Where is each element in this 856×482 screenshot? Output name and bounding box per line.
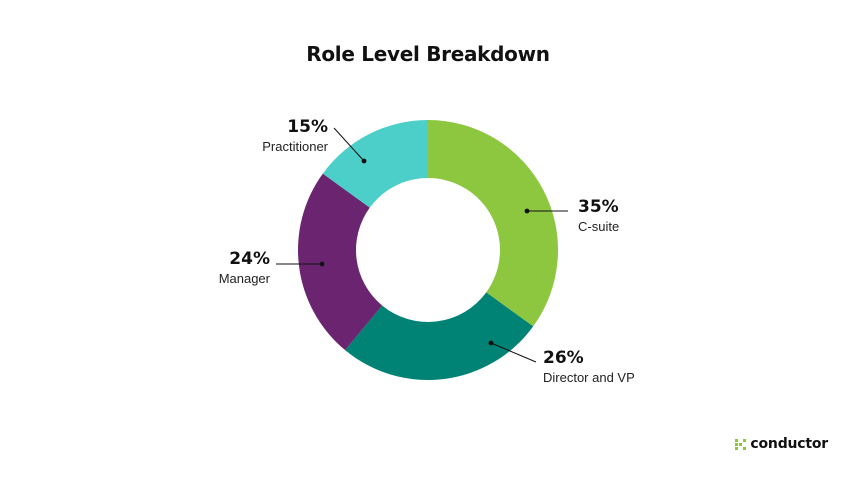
value-label-c-suite: 35% (578, 197, 619, 217)
value-label-director-and-vp: 26% (543, 348, 584, 368)
slice-manager (298, 173, 383, 351)
category-label-manager: Manager (219, 271, 271, 286)
leader-line-practitioner (333, 127, 365, 162)
slice-director-and-vp (345, 292, 534, 380)
logo-text: conductor (750, 436, 828, 452)
category-label-c-suite: C-suite (578, 219, 619, 234)
leader-dot-practitioner (361, 158, 367, 164)
value-label-manager: 24% (229, 249, 270, 269)
slice-c-suite (428, 120, 558, 327)
conductor-logo-icon (735, 438, 747, 450)
leader-dot-director-and-vp (488, 340, 494, 346)
category-label-director-and-vp: Director and VP (543, 370, 635, 385)
slice-practitioner (322, 120, 428, 208)
leader-dot-manager (319, 261, 325, 267)
category-label-practitioner: Practitioner (262, 139, 328, 154)
leader-line-director-and-vp (490, 342, 537, 363)
value-label-practitioner: 15% (287, 117, 328, 137)
leader-dot-c-suite (524, 208, 530, 214)
chart-title: Role Level Breakdown (306, 42, 550, 66)
brand-logo: conductor (735, 436, 828, 452)
